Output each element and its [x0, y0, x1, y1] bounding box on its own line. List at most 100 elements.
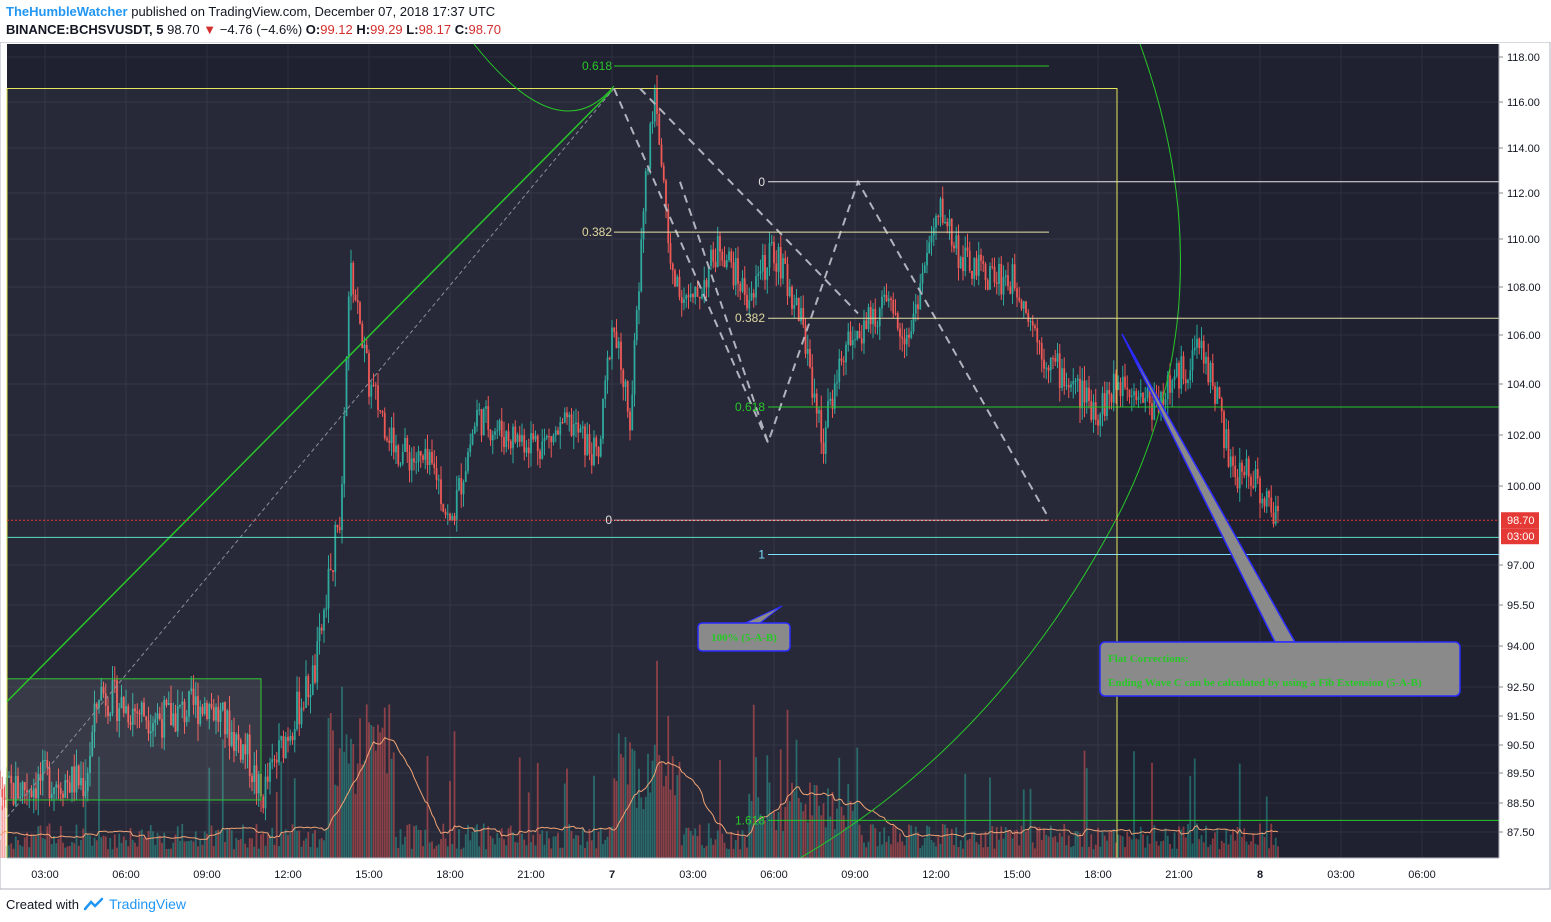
volume-bar: [813, 785, 816, 858]
candle-body: [134, 708, 136, 712]
candle-body: [608, 357, 611, 360]
volume-bar: [833, 829, 836, 858]
volume-bar: [674, 795, 676, 858]
candle-body: [611, 327, 613, 360]
candle-body: [523, 435, 526, 453]
candle-body: [93, 703, 96, 732]
volume-bar: [17, 840, 19, 858]
candle-body: [1218, 387, 1221, 399]
candle-body: [183, 701, 186, 723]
volume-bar: [93, 837, 96, 858]
volume-bar: [1092, 849, 1095, 858]
price-chart[interactable]: 0.618 0 0.382 0.382 0.618 0 1 1.618 100% (5-A-B)…: [0, 42, 1551, 890]
volume-bar: [1205, 825, 1207, 858]
candle-body: [53, 787, 55, 795]
candle-body: [296, 691, 298, 730]
volume-bar: [316, 847, 319, 858]
candle-body: [514, 426, 517, 442]
candle-body: [743, 278, 746, 296]
candle-body: [363, 344, 366, 349]
candle-body: [383, 412, 386, 439]
volume-bar: [284, 829, 287, 858]
candle-body: [494, 431, 496, 435]
candle-body: [552, 435, 555, 443]
volume-bar: [462, 847, 465, 858]
volume-bar: [1052, 837, 1054, 858]
volume-bar: [131, 839, 134, 858]
volume-bar: [307, 832, 310, 858]
volume-bar: [1011, 838, 1014, 858]
candle-body: [748, 300, 751, 309]
volume-bar: [750, 801, 753, 858]
candle-body: [338, 527, 341, 531]
candle-body: [964, 247, 967, 272]
candle-body: [1178, 362, 1180, 389]
candle-body: [199, 706, 202, 724]
volume-bar: [224, 842, 226, 858]
volume-bar: [881, 844, 883, 858]
candle-body: [181, 701, 184, 705]
candle-body: [1027, 312, 1030, 322]
volume-bar: [721, 833, 724, 858]
volume-bar: [926, 825, 928, 858]
volume-bar: [1245, 841, 1248, 858]
volume-bar: [275, 791, 278, 858]
tradingview-brand[interactable]: TradingView: [108, 896, 187, 912]
candle-body: [982, 260, 985, 264]
candle-body: [30, 790, 33, 798]
candle-body: [1099, 413, 1102, 426]
candle-body: [170, 702, 172, 726]
volume-bar: [3, 784, 6, 858]
candle-body: [777, 247, 780, 272]
last-price-tag: [1501, 512, 1539, 529]
candle-body: [131, 708, 134, 725]
candle-body: [1263, 498, 1266, 507]
candle-body: [41, 760, 44, 781]
candle-body: [687, 295, 690, 298]
volume-bar: [12, 848, 15, 858]
volume-bar: [406, 825, 409, 858]
volume-bar: [966, 840, 969, 858]
volume-bar: [903, 845, 906, 858]
time-axis-label: 8: [1257, 869, 1263, 881]
volume-bar: [575, 834, 577, 858]
volume-bar: [896, 842, 899, 858]
candle-body: [50, 794, 53, 799]
candle-body: [71, 766, 73, 793]
candle-body: [1040, 343, 1043, 360]
candle-body: [113, 680, 116, 682]
candle-body: [703, 280, 706, 295]
volume-bar: [1216, 828, 1219, 858]
candle-body: [854, 339, 856, 341]
volume-bar: [109, 838, 112, 858]
candle-body: [343, 416, 346, 485]
candle-body: [883, 294, 886, 297]
volume-bar: [613, 778, 616, 858]
candle-body: [899, 328, 901, 337]
author-link[interactable]: TheHumbleWatcher: [6, 4, 128, 19]
volume-bar: [251, 838, 253, 858]
candle-body: [782, 258, 784, 279]
candle-body: [872, 308, 874, 325]
candle-body: [489, 429, 492, 441]
volume-bar: [408, 824, 411, 858]
volume-bar: [323, 840, 325, 858]
volume-bar: [1254, 843, 1257, 858]
candle-body: [912, 313, 915, 332]
candle-body: [8, 775, 10, 778]
volume-bar: [208, 767, 211, 858]
volume-bar: [946, 828, 949, 858]
candle-body: [68, 782, 71, 793]
volume-bar: [190, 840, 193, 858]
volume-bar: [642, 809, 645, 858]
dashed-zigzag-leg: [679, 181, 769, 443]
candle-body: [293, 729, 296, 741]
fib-level-label: 0.618: [735, 400, 765, 414]
candle-body: [473, 426, 476, 434]
candle-body: [1207, 356, 1210, 383]
candle-body: [820, 410, 823, 443]
volume-bar: [244, 843, 247, 858]
price-axis-label: 94.00: [1507, 641, 1535, 653]
volume-bar: [723, 842, 726, 858]
candle-body: [1130, 395, 1133, 398]
